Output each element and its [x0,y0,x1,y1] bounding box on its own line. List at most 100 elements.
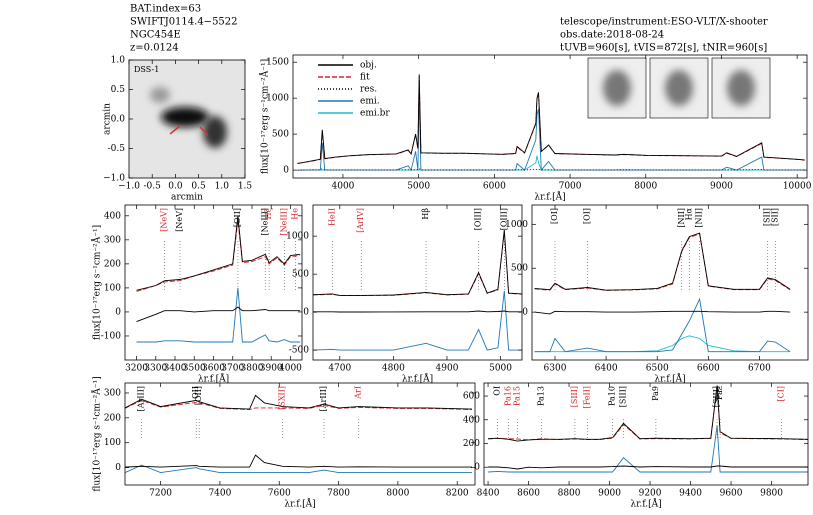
y-tick-label: 300 [104,235,121,245]
plot-area [313,230,522,351]
line-label: Hα [684,207,693,220]
line-label: [OIII] [474,208,483,230]
y-tick-label: 100 [104,283,121,293]
inset-density [665,70,693,106]
y-tick-label: 200 [463,439,480,449]
x-tick-label: 8000 [386,489,409,499]
plot-area [534,232,791,353]
spectrum-line [136,306,301,323]
x-axis-label: λr.f.[Å] [402,373,433,385]
header-left: BAT.index=63 SWIFTJ0114.4−5522 NGC454E z… [130,4,238,54]
x-tick-label: −1.0 [118,182,140,192]
line-label: [NeV] [160,208,169,232]
x-axis-label: λr.f.[Å] [198,373,229,385]
line-label: [FeII] [583,386,592,408]
spectrum-line [534,335,791,353]
line-label: [NeV] [175,208,184,232]
x-tick-label: 5000 [407,182,430,192]
panel: HeII [ArIV] Hβ [OIII] [OIII]4700 4800 4900 5000… [286,204,523,385]
x-tick-label: 6000 [483,182,506,192]
marker [199,126,209,136]
line-label: Pa16 [504,386,513,406]
panel: DSS-1 −1.0 -0.5 0.0 0.5 1.0 1.5 −1.0 -0.5 0.0 0.5 1… [103,56,253,203]
line-label: [SII] [763,208,772,226]
spectrum-line [297,168,805,171]
x-axis-label: λr.f.[Å] [630,498,661,510]
y-tick-label: 600 [463,392,480,402]
x-axis-label: λr.f.[Å] [284,498,315,510]
x-tick-label: 3400 [164,364,187,374]
sky-image [129,60,245,178]
y-tick-label: 400 [104,211,121,221]
panel: [ArIII] OII[OII] [SXII] [ArIII] ArI 7200 7400 7… [91,376,476,510]
axes-frame [124,382,476,486]
image-label: DSS-1 [134,65,159,74]
x-tick-label: 6400 [595,364,618,374]
line-label: Pa15 [512,386,521,406]
y-tick-label: 100 [104,438,121,448]
legend-label: emi. [360,97,380,107]
x-tick-label: 9000 [598,489,621,499]
panel: [NeV] [NeV] [OII] [NeIII]Hζ [NeIII] He3200330… [91,204,303,385]
plot-area [125,394,473,474]
y-tick-label: 0 [115,307,121,317]
y-tick-label: 200 [104,413,121,423]
y-axis-label: arcmin [103,103,113,135]
axes-frame [312,204,523,361]
line-label: [ArIII] [319,386,328,411]
axes-frame [124,204,303,361]
line-label: [SII] [770,208,779,226]
x-tick-label: 0.5 [191,182,206,192]
y-tick-label: 1000 [266,94,289,104]
x-tick-label: 7400 [208,489,231,499]
y-tick-label: -0.5 [108,144,126,154]
line-label: [OIII] [499,208,508,230]
y-tick-label: 500 [292,270,309,280]
line-label: [NII] [695,208,704,228]
spectrum-line [136,220,301,292]
x-tick-label: 4000 [332,182,355,192]
y-tick-label: 500 [272,130,289,140]
x-tick-label: 4000 [279,364,302,374]
spectrum-line [488,465,808,470]
x-tick-label: 7000 [559,182,582,192]
line-label: OI [492,386,501,396]
spectrum-line [136,215,301,291]
spectrum-line [313,310,522,313]
x-tick-label: 8000 [634,182,657,192]
y-tick-label: 1500 [266,58,289,68]
galaxy-blob [150,87,170,103]
line-label: Pa9 [651,386,660,401]
y-tick-label: 0.0 [111,115,126,125]
x-tick-label: 7800 [327,489,350,499]
line-label: [SIII] [619,386,628,407]
x-axis-label: λr.f.[Å] [534,191,565,203]
x-tick-label: 3600 [202,364,225,374]
x-tick-label: 3900 [260,364,283,374]
x-tick-label: 3300 [144,364,167,374]
x-tick-label: 9800 [760,489,783,499]
header-text: BAT.index=63 [130,4,201,15]
x-tick-label: 6500 [646,364,669,374]
spectrum-line [534,233,791,291]
line-label: [ArIV] [356,208,365,233]
line-label: Hβ [421,208,430,220]
y-tick-label: 0 [115,463,121,473]
legend-label: obj. [360,61,377,71]
line-label: [SXII] [278,386,287,410]
y-tick-label: 0.5 [111,85,126,95]
y-tick-label: 1000 [286,232,309,242]
inset-density [727,70,755,106]
x-axis-label: λr.f.[Å] [654,373,685,385]
spectrum-line [534,310,791,315]
y-tick-label: 300 [104,388,121,398]
x-tick-label: 8200 [446,489,469,499]
x-tick-label: 3500 [183,364,206,374]
marker [169,125,181,135]
line-label: [SIII] [570,386,579,407]
x-tick-label: 9600 [720,489,743,499]
spectrum-line [125,394,473,410]
spectrum-line [488,425,808,473]
panel: 4000 5000 6000 7000 8000 9000 10000 0 500 1000 150… [259,54,812,203]
